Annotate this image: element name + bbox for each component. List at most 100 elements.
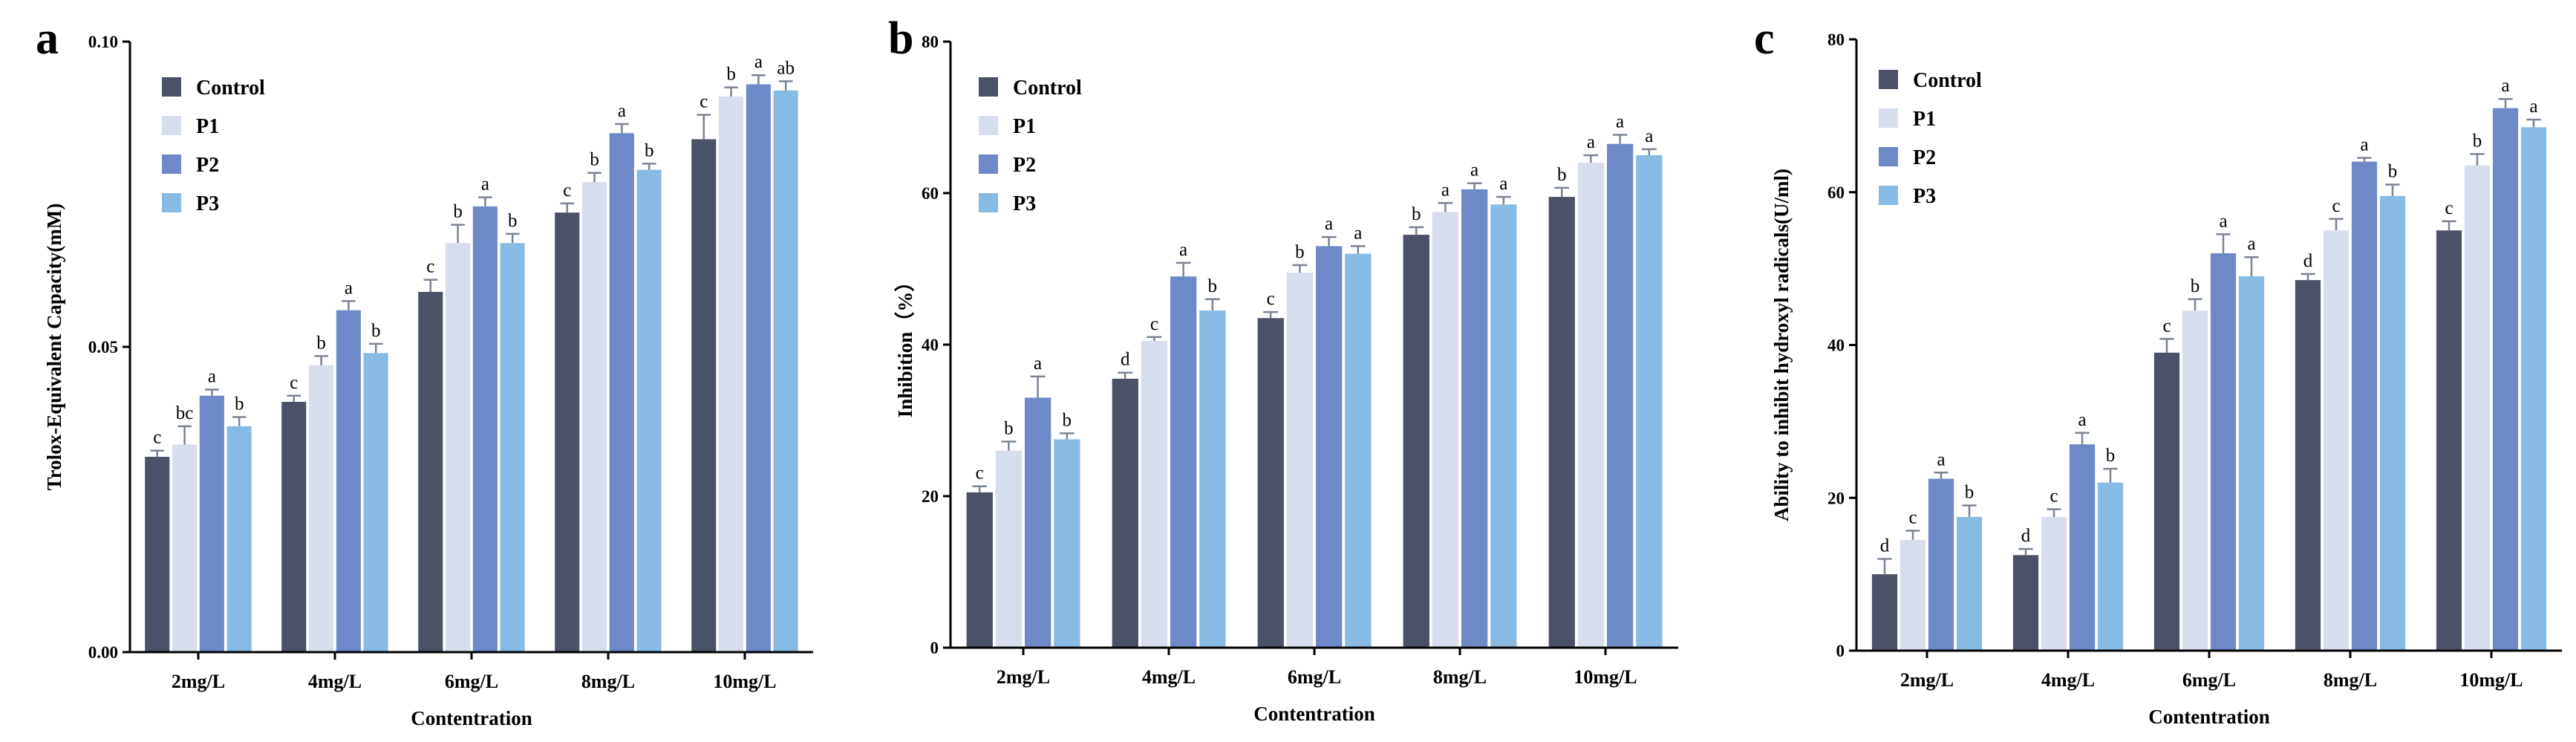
bar-c-p3-0 [1956,517,1983,651]
y-axis-title-b: Inhibition（%） [894,272,916,418]
significance-label-c-p3-2: a [2247,234,2255,254]
significance-label-b-control-2: c [1267,289,1275,309]
significance-label-c-control-3: d [2303,251,2313,271]
y-tick-label-c-2: 40 [1827,336,1845,355]
bar-c-control-2 [2153,352,2180,651]
significance-label-a-p3-3: b [645,140,654,160]
significance-label-a-p3-4: ab [777,58,795,78]
bar-c-p2-4 [2492,108,2519,651]
significance-label-a-p2-1: a [345,278,353,298]
bar-b-p1-3 [1432,212,1459,648]
legend-label-b-p3: P3 [1013,192,1036,215]
legend-swatch-c-control [1879,70,1898,89]
significance-label-b-p3-3: a [1499,174,1507,194]
y-tick-label-b-1: 20 [922,487,939,506]
bar-b-p1-4 [1577,163,1605,648]
significance-label-a-p3-0: b [235,394,244,414]
significance-label-b-p2-3: a [1470,160,1478,180]
significance-label-c-p2-0: a [1937,449,1945,469]
significance-label-a-p1-1: b [316,333,326,353]
significance-label-b-p2-2: a [1325,214,1333,234]
significance-label-a-control-1: c [290,373,298,393]
significance-label-a-p2-2: a [481,175,489,195]
legend-swatch-c-p1 [1879,108,1898,128]
significance-label-c-p1-4: b [2473,131,2482,151]
chart-panel-a: a cccccbcbbbbaaaaabbbbab0.000.050.102mg/… [36,13,813,729]
legend-label-c-control: Control [1913,69,1982,92]
bar-c-p1-1 [2041,517,2067,651]
x-tick-label-c-1: 4mg/L [2041,669,2095,691]
legend-label-a-p1: P1 [196,115,219,138]
panel-letter-b: b [888,13,913,64]
x-tick-label-c-0: 2mg/L [1900,669,1954,691]
significance-label-b-p3-4: a [1645,126,1653,146]
legend-label-c-p3: P3 [1913,185,1936,208]
bar-a-p2-1 [336,310,361,652]
bar-c-p3-1 [2097,482,2124,651]
bar-c-p3-3 [2379,195,2406,651]
significance-label-c-p1-3: c [2332,196,2340,216]
bar-a-control-2 [418,292,443,652]
significance-label-c-p3-3: b [2388,161,2398,181]
x-tick-label-a-0: 2mg/L [172,671,225,692]
significance-label-c-p3-1: b [2106,446,2116,466]
x-axis-title-a: Contentration [411,707,532,729]
bar-c-p2-0 [1928,478,1954,651]
bar-c-p2-2 [2210,253,2237,651]
bar-a-control-3 [555,212,580,652]
bar-b-p1-1 [1141,340,1168,648]
significance-label-a-p2-0: a [208,367,216,387]
y-tick-label-b-3: 60 [922,184,939,203]
significance-label-c-control-2: c [2162,316,2171,336]
bar-a-p1-1 [309,365,334,652]
y-tick-label-c-3: 60 [1827,183,1845,202]
bar-b-p3-4 [1636,155,1663,648]
y-tick-label-a-1: 0.05 [88,338,118,357]
bar-b-p3-2 [1345,253,1372,648]
legend-label-a-p3: P3 [196,192,219,215]
significance-label-b-p3-1: b [1208,276,1218,296]
x-tick-label-a-3: 8mg/L [581,671,635,692]
bar-c-p3-4 [2520,127,2547,651]
bar-a-p1-4 [719,97,744,652]
y-tick-label-b-0: 0 [930,639,939,657]
bar-a-p3-3 [636,169,662,653]
bar-c-p3-2 [2238,276,2265,651]
bar-b-p2-4 [1607,143,1634,648]
bar-c-control-4 [2436,230,2462,651]
significance-label-b-p1-4: a [1587,132,1595,152]
legend-a: Control P1 P2 P3 [162,77,265,215]
significance-label-c-p2-1: a [2078,410,2086,430]
y-tick-label-b-2: 40 [922,336,939,354]
bar-a-p1-0 [172,444,198,652]
bar-b-p1-0 [995,450,1023,648]
significance-label-c-p3-4: a [2529,97,2537,117]
significance-label-b-control-0: c [976,463,984,484]
legend-swatch-a-p2 [162,154,181,174]
panel-letter-c: c [1754,13,1775,64]
legend-label-b-p2: P2 [1013,154,1036,177]
bar-a-p3-0 [226,426,252,652]
legend-swatch-b-p1 [979,116,998,135]
x-tick-label-a-1: 4mg/L [308,671,362,692]
bar-b-control-0 [966,492,993,648]
significance-label-a-p1-4: b [726,65,736,85]
significance-label-c-p1-0: c [1908,507,1917,527]
bar-c-control-3 [2295,280,2321,651]
significance-label-c-p1-1: c [2050,486,2058,507]
significance-label-a-p1-3: b [590,150,599,170]
bar-b-p2-0 [1025,397,1051,648]
significance-label-a-p3-1: b [371,321,381,341]
x-tick-label-b-1: 4mg/L [1142,666,1196,688]
bar-b-p3-3 [1490,204,1517,648]
x-tick-label-b-4: 10mg/L [1574,666,1637,688]
bar-b-p2-2 [1316,246,1343,648]
significance-label-c-p2-2: a [2219,211,2227,231]
legend-c: Control P1 P2 P3 [1879,69,1982,208]
y-tick-label-c-0: 0 [1836,642,1845,660]
significance-label-a-control-0: c [153,428,161,448]
legend-swatch-a-p1 [162,116,181,135]
